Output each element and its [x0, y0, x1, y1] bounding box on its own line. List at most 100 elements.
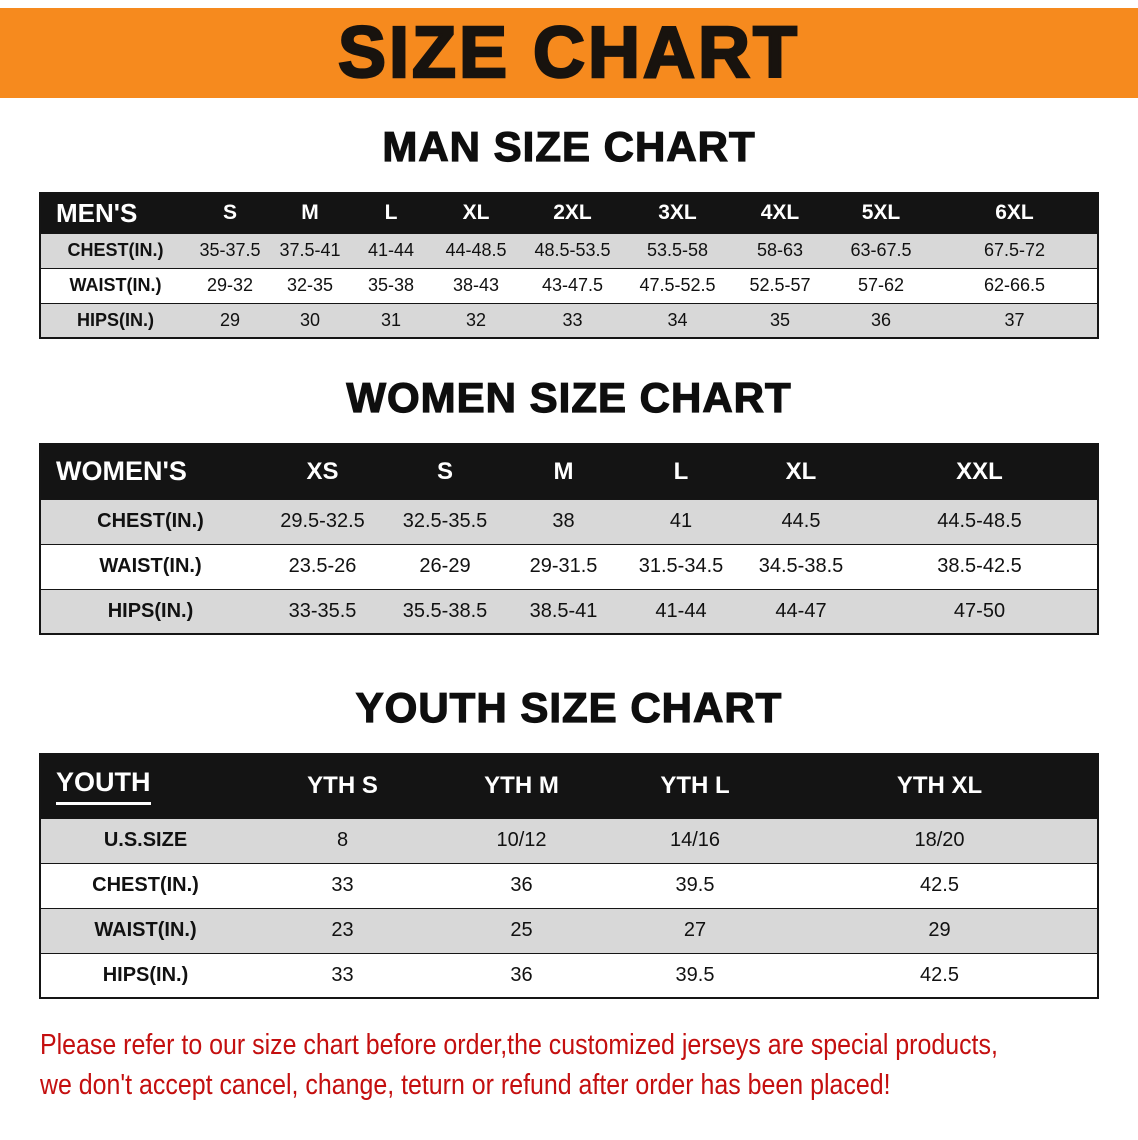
measurement-value: 36: [435, 952, 608, 999]
table-header-row: MEN'S S M L XL 2XL 3XL 4XL 5XL 6XL: [40, 192, 1098, 234]
measurement-value: 38.5-42.5: [862, 543, 1098, 590]
table-corner-text: MEN'S: [56, 197, 138, 228]
measurement-value: 31: [350, 302, 432, 339]
measurement-label: HIPS(IN.): [40, 302, 190, 339]
measurement-value: 35.5-38.5: [385, 588, 505, 635]
measurement-value: 37: [932, 302, 1098, 339]
measurement-value: 18/20: [782, 817, 1098, 864]
measurement-label: CHEST(IN.): [40, 862, 250, 909]
size-column-header: XXL: [862, 443, 1098, 500]
size-column-header: 3XL: [625, 192, 730, 234]
measurement-value: 23.5-26: [260, 543, 385, 590]
measurement-value: 63-67.5: [830, 232, 932, 269]
women-chart-heading: WOMEN SIZE CHART: [346, 374, 792, 421]
measurement-value: 44-48.5: [432, 232, 520, 269]
measurement-value: 44.5-48.5: [862, 498, 1098, 545]
size-column-header: YTH XL: [782, 753, 1098, 819]
table-corner-label: YOUTH: [40, 753, 250, 819]
measurement-value: 52.5-57: [730, 267, 830, 304]
men-size-table: MEN'S S M L XL 2XL 3XL 4XL 5XL 6XL CHEST(IN.) 35-37…: [39, 192, 1099, 339]
measurement-value: 47-50: [862, 588, 1098, 635]
measurement-value: 41-44: [622, 588, 740, 635]
size-column-header: 4XL: [730, 192, 830, 234]
measurement-value: 53.5-58: [625, 232, 730, 269]
size-column-header: 2XL: [520, 192, 625, 234]
measurement-row: U.S.SIZE 8 10/12 14/16 18/20: [40, 817, 1098, 864]
measurement-row: HIPS(IN.) 33-35.5 35.5-38.5 38.5-41 41-44 44-…: [40, 588, 1098, 635]
measurement-value: 42.5: [782, 952, 1098, 999]
table-corner-label: MEN'S: [40, 192, 190, 234]
measurement-value: 38-43: [432, 267, 520, 304]
women-size-section: WOMEN SIZE CHART WOMEN'S XS S M L XL XXL CHEST(…: [0, 374, 1138, 635]
measurement-value: 29-32: [190, 267, 270, 304]
men-size-section: MAN SIZE CHART MEN'S S M L XL 2XL 3XL 4XL 5XL 6XL…: [0, 123, 1138, 339]
size-column-header: L: [350, 192, 432, 234]
measurement-value: 29.5-32.5: [260, 498, 385, 545]
measurement-value: 37.5-41: [270, 232, 350, 269]
measurement-value: 39.5: [608, 862, 782, 909]
measurement-value: 32: [432, 302, 520, 339]
youth-size-section: YOUTH SIZE CHART YOUTH YTH S YTH M YTH L YTH…: [0, 684, 1138, 999]
measurement-label: WAIST(IN.): [40, 267, 190, 304]
table-corner-label: WOMEN'S: [40, 443, 260, 500]
measurement-value: 10/12: [435, 817, 608, 864]
table-corner-text: WOMEN'S: [56, 456, 187, 487]
measurement-value: 44-47: [740, 588, 862, 635]
size-column-header: YTH M: [435, 753, 608, 819]
measurement-value: 8: [250, 817, 435, 864]
size-column-header: M: [270, 192, 350, 234]
size-column-header: L: [622, 443, 740, 500]
measurement-value: 38: [505, 498, 622, 545]
banner: SIZE CHART: [0, 8, 1138, 98]
size-column-header: S: [385, 443, 505, 500]
table-corner-text: YOUTH: [56, 767, 151, 806]
measurement-value: 32-35: [270, 267, 350, 304]
size-column-header: S: [190, 192, 270, 234]
measurement-label: HIPS(IN.): [40, 588, 260, 635]
measurement-value: 41-44: [350, 232, 432, 269]
measurement-value: 35: [730, 302, 830, 339]
measurement-value: 35-37.5: [190, 232, 270, 269]
measurement-value: 26-29: [385, 543, 505, 590]
men-chart-heading: MAN SIZE CHART: [382, 123, 756, 170]
measurement-value: 38.5-41: [505, 588, 622, 635]
measurement-value: 29: [782, 907, 1098, 954]
measurement-label: U.S.SIZE: [40, 817, 250, 864]
measurement-value: 14/16: [608, 817, 782, 864]
youth-chart-heading: YOUTH SIZE CHART: [355, 684, 783, 731]
size-chart-page: SIZE CHART MAN SIZE CHART MEN'S S M L XL 2XL 3…: [0, 8, 1138, 1140]
measurement-value: 43-47.5: [520, 267, 625, 304]
measurement-value: 33: [250, 952, 435, 999]
measurement-row: CHEST(IN.) 33 36 39.5 42.5: [40, 862, 1098, 909]
measurement-value: 29-31.5: [505, 543, 622, 590]
measurement-value: 48.5-53.5: [520, 232, 625, 269]
measurement-value: 33-35.5: [260, 588, 385, 635]
measurement-label: WAIST(IN.): [40, 543, 260, 590]
disclaimer: Please refer to our size chart before or…: [40, 1025, 1138, 1105]
women-size-table: WOMEN'S XS S M L XL XXL CHEST(IN.) 29.5-32.5 32.5…: [39, 443, 1099, 635]
measurement-value: 30: [270, 302, 350, 339]
measurement-value: 47.5-52.5: [625, 267, 730, 304]
measurement-value: 42.5: [782, 862, 1098, 909]
size-column-header: XL: [432, 192, 520, 234]
size-column-header: XL: [740, 443, 862, 500]
size-column-header: XS: [260, 443, 385, 500]
measurement-value: 62-66.5: [932, 267, 1098, 304]
measurement-value: 39.5: [608, 952, 782, 999]
measurement-label: HIPS(IN.): [40, 952, 250, 999]
measurement-value: 67.5-72: [932, 232, 1098, 269]
measurement-value: 41: [622, 498, 740, 545]
measurement-value: 34.5-38.5: [740, 543, 862, 590]
measurement-row: WAIST(IN.) 29-32 32-35 35-38 38-43 43-47.5 47.…: [40, 267, 1098, 304]
measurement-label: CHEST(IN.): [40, 232, 190, 269]
measurement-value: 58-63: [730, 232, 830, 269]
measurement-value: 57-62: [830, 267, 932, 304]
size-column-header: 6XL: [932, 192, 1098, 234]
size-column-header: M: [505, 443, 622, 500]
measurement-row: WAIST(IN.) 23 25 27 29: [40, 907, 1098, 954]
measurement-value: 27: [608, 907, 782, 954]
disclaimer-line-2: we don't accept cancel, change, teturn o…: [40, 1069, 891, 1101]
measurement-row: CHEST(IN.) 35-37.5 37.5-41 41-44 44-48.5 48.5…: [40, 232, 1098, 269]
measurement-value: 34: [625, 302, 730, 339]
table-header-row: WOMEN'S XS S M L XL XXL: [40, 443, 1098, 500]
